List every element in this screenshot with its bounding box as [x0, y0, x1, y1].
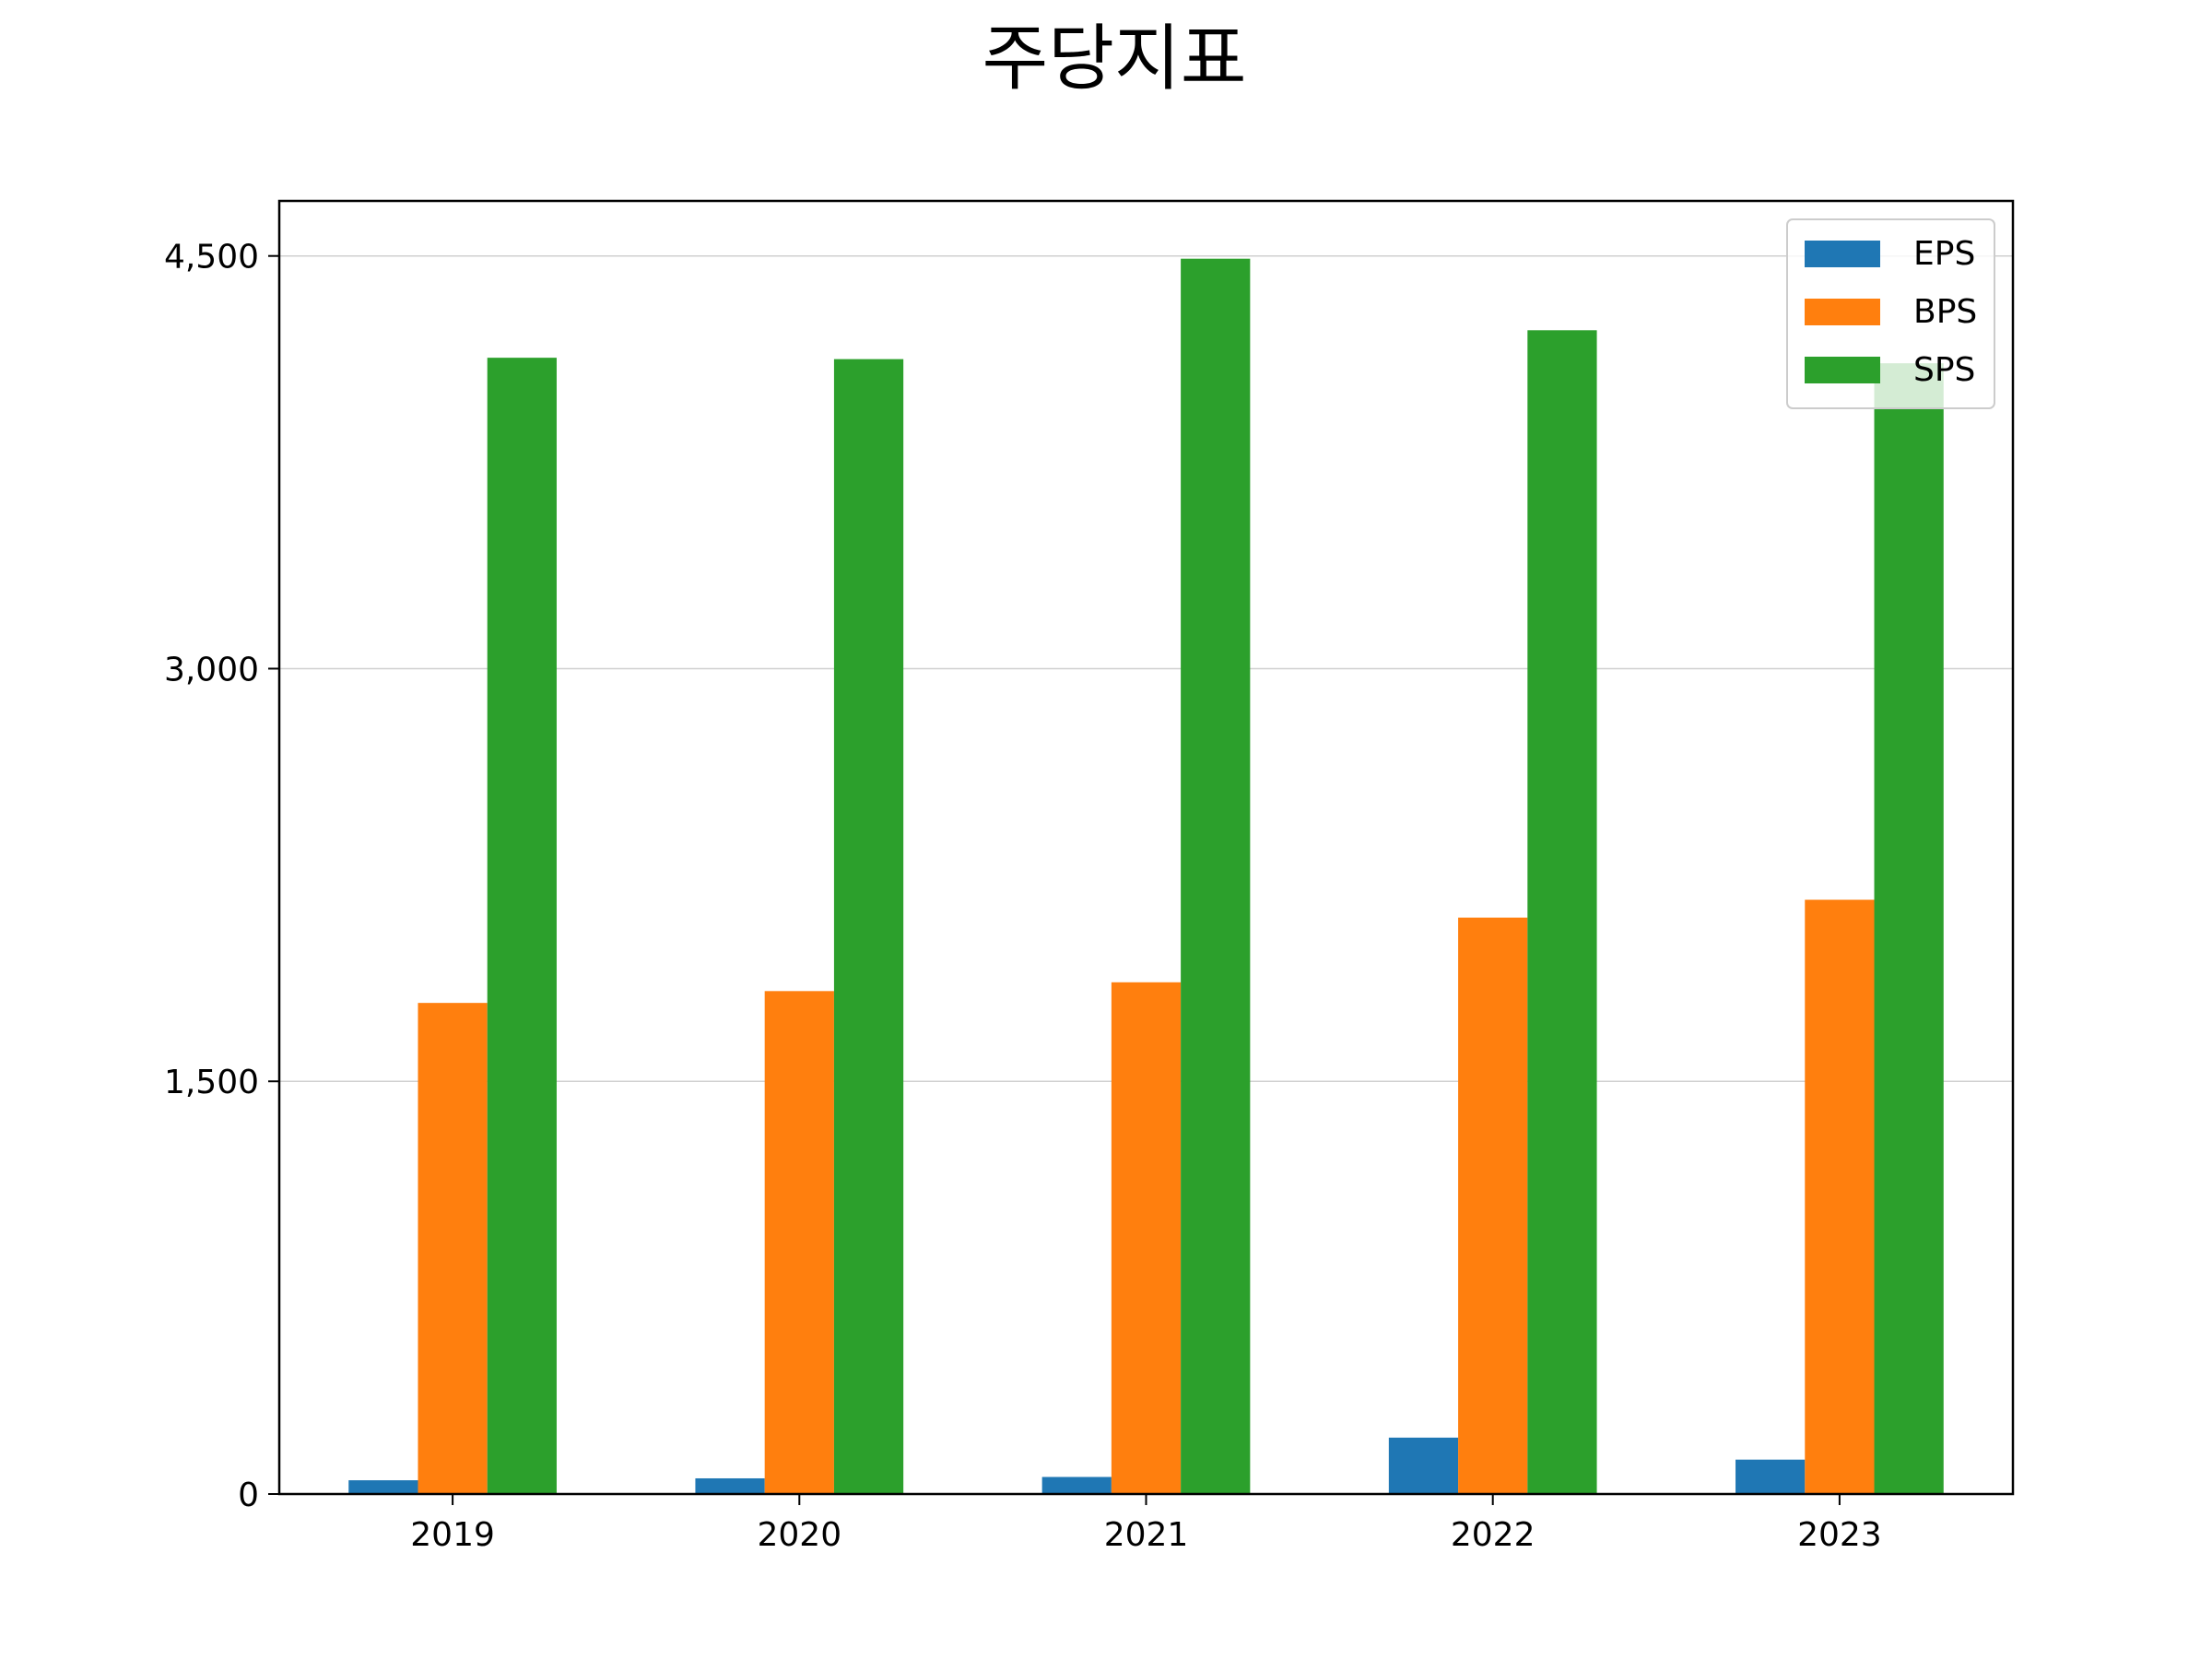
y-tick-label: 0 [238, 1477, 259, 1514]
legend: EPS BPS SPS [1786, 218, 1995, 409]
legend-swatch-sps [1805, 357, 1880, 383]
bar-eps-2022 [1388, 1437, 1459, 1494]
bar-bps-2019 [418, 1003, 488, 1494]
bar-sps-2022 [1527, 330, 1597, 1494]
bar-sps-2023 [1874, 363, 1944, 1494]
chart-title: 주당지표 [982, 18, 1246, 100]
y-tick-label: 1,500 [164, 1064, 259, 1101]
bars [348, 258, 1944, 1495]
x-tick-label: 2020 [757, 1516, 841, 1554]
bar-sps-2020 [833, 359, 904, 1495]
legend-label-sps: SPS [1913, 351, 1975, 389]
bar-eps-2021 [1041, 1477, 1112, 1494]
x-tick-label: 2021 [1104, 1516, 1189, 1554]
bar-bps-2021 [1111, 982, 1182, 1494]
bar-bps-2022 [1458, 917, 1528, 1494]
x-tick-label: 2019 [410, 1516, 495, 1554]
x-tick-label: 2023 [1797, 1516, 1882, 1554]
y-tick-label: 4,500 [164, 239, 259, 276]
axes: 0 1,500 3,000 4,500 2019 2020 2021 2022 2023 [164, 239, 1882, 1554]
bar-bps-2020 [764, 991, 834, 1494]
bar-sps-2021 [1181, 258, 1251, 1494]
legend-label-bps: BPS [1913, 293, 1977, 331]
bar-eps-2023 [1735, 1459, 1806, 1494]
legend-swatch-eps [1805, 241, 1880, 267]
legend-label-eps: EPS [1913, 235, 1975, 273]
bar-eps-2019 [348, 1480, 418, 1494]
legend-swatch-bps [1805, 299, 1880, 325]
y-tick-label: 3,000 [164, 651, 259, 688]
bar-bps-2023 [1805, 900, 1875, 1494]
bar-eps-2020 [695, 1477, 765, 1494]
x-tick-label: 2022 [1451, 1516, 1535, 1554]
bar-sps-2019 [487, 358, 557, 1494]
